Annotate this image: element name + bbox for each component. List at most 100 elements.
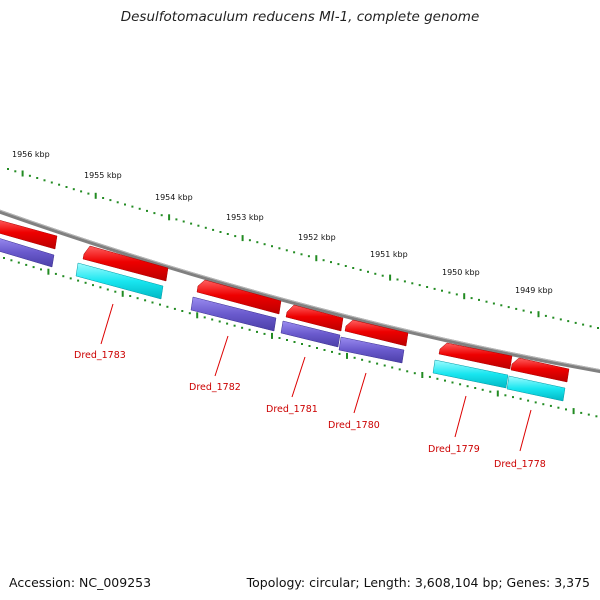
kbp-label: 1951 kbp [370, 250, 408, 259]
minor-tick [567, 320, 570, 323]
minor-tick [10, 259, 13, 262]
minor-tick [338, 352, 341, 355]
minor-tick [391, 366, 394, 369]
minor-tick [307, 255, 310, 258]
minor-tick [522, 309, 525, 312]
minor-tick [211, 318, 214, 321]
minor-tick [146, 209, 148, 212]
minor-tick [549, 404, 552, 407]
minor-tick [233, 324, 236, 327]
gene-label[interactable]: Dred_1778 [494, 459, 546, 470]
minor-tick [144, 299, 147, 302]
major-tick [389, 274, 392, 281]
gene-arrow-dred-1780[interactable] [344, 319, 409, 347]
minor-tick [14, 170, 17, 173]
major-tick [315, 255, 318, 262]
major-tick [196, 312, 199, 319]
major-tick [121, 290, 124, 297]
gene-label[interactable]: Dred_1783 [74, 350, 126, 361]
minor-tick [131, 205, 134, 208]
minor-tick [330, 261, 332, 264]
minor-tick [300, 253, 303, 256]
minor-tick [25, 263, 28, 266]
minor-tick [203, 316, 206, 319]
minor-tick [381, 274, 384, 277]
minor-tick [323, 349, 326, 351]
minor-tick [256, 241, 259, 244]
major-tick [421, 372, 424, 378]
minor-tick [248, 239, 251, 242]
minor-tick [248, 328, 251, 331]
minor-tick [481, 388, 484, 391]
minor-tick [278, 247, 281, 250]
minor-tick [190, 222, 193, 225]
minor-tick [54, 272, 57, 275]
minor-tick [597, 327, 599, 329]
minor-tick [84, 281, 87, 284]
minor-tick [293, 341, 296, 343]
minor-tick [160, 214, 163, 217]
kbp-label: 1953 kbp [226, 213, 264, 222]
minor-tick [436, 377, 439, 380]
minor-tick [106, 288, 109, 291]
minor-tick [519, 397, 522, 400]
gene-arrow-dred-1778[interactable] [510, 357, 570, 383]
gene-arrow-dred-1782[interactable] [196, 279, 282, 315]
minor-tick [138, 207, 141, 210]
minor-tick [542, 403, 545, 406]
minor-tick [433, 287, 436, 290]
cds-bar-dred-1782[interactable] [190, 296, 277, 332]
minor-tick [559, 318, 562, 321]
minor-tick [406, 370, 409, 373]
minor-tick [376, 362, 379, 365]
minor-tick [527, 399, 530, 402]
minor-tick [515, 307, 518, 310]
minor-tick [580, 411, 583, 414]
minor-tick [322, 259, 325, 262]
minor-tick [418, 284, 421, 287]
gene-label[interactable]: Dred_1782 [189, 382, 241, 393]
minor-tick [62, 275, 65, 278]
minor-tick [99, 286, 102, 289]
gene-arrow-dred-1779[interactable] [438, 342, 513, 370]
minor-tick [331, 350, 333, 353]
cds-bar-dred-1780[interactable] [338, 336, 405, 364]
genome-summary-text: Topology: circular; Length: 3,608,104 bp… [246, 575, 590, 590]
minor-tick [374, 272, 377, 275]
minor-tick [470, 297, 473, 300]
major-tick [241, 235, 244, 242]
gene-arrow[interactable] [0, 219, 58, 250]
minor-tick [271, 245, 273, 248]
gene-features [0, 219, 570, 402]
cds-bar[interactable] [0, 237, 55, 268]
minor-tick [182, 220, 185, 223]
gene-arrow-dred-1781[interactable] [285, 304, 344, 332]
minor-tick [65, 186, 68, 188]
minor-tick [175, 218, 178, 221]
cds-bar-dred-1778[interactable] [506, 375, 566, 402]
gene-label[interactable]: Dred_1780 [328, 420, 380, 431]
kbp-labels: 1956 kbp 1955 kbp 1954 kbp 1953 kbp 1952… [12, 150, 553, 295]
gene-arrow-dred-1783[interactable] [82, 245, 169, 282]
minor-tick [36, 177, 39, 179]
minor-tick [109, 199, 112, 202]
minor-tick [77, 279, 80, 282]
genome-backbone-highlight [0, 209, 600, 371]
minor-tick [512, 396, 514, 399]
minor-tick [50, 181, 53, 184]
gene-label[interactable]: Dred_1781 [266, 404, 318, 415]
gene-label[interactable]: Dred_1779 [428, 444, 480, 455]
cds-bar-dred-1781[interactable] [280, 320, 341, 348]
major-tick [496, 390, 499, 397]
minor-tick [589, 325, 592, 328]
cds-bar-dred-1779[interactable] [432, 359, 509, 389]
map-title: Desulfotomaculum reducens MI-1, complete… [120, 9, 480, 25]
minor-tick [204, 226, 207, 229]
minor-tick [136, 297, 139, 300]
minor-tick [444, 379, 446, 382]
minor-tick [32, 266, 35, 269]
minor-tick [368, 360, 371, 363]
cds-bar-dred-1783[interactable] [75, 262, 164, 300]
minor-tick [489, 390, 492, 393]
gene-leader-lines [100, 303, 532, 452]
